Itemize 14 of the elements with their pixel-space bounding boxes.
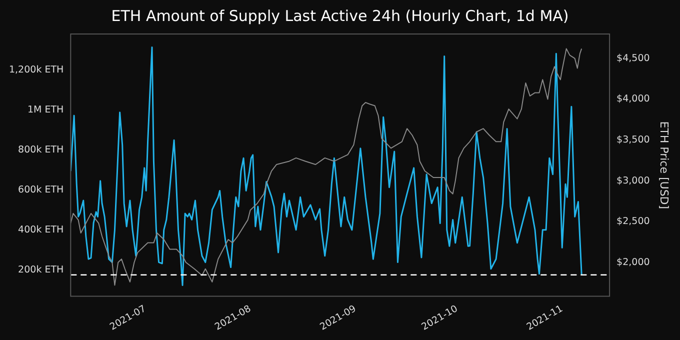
chart-title: ETH Amount of Supply Last Active 24h (Hourly Chart, 1d MA)	[111, 6, 569, 25]
y2-tick-label: $4,000	[616, 94, 650, 105]
y-tick-label: 200k ETH	[18, 264, 64, 276]
y-tick-label: 400k ETH	[18, 224, 64, 236]
y2-tick-label: $2,500	[616, 216, 650, 228]
y2-tick-label: $3,500	[616, 134, 650, 146]
y-tick-label: 600k ETH	[18, 184, 64, 196]
y2-tick-label: $4,500	[616, 52, 650, 64]
y2-axis-title: ETH Price [USD]	[658, 121, 671, 210]
y-tick-label: 800k ETH	[18, 144, 64, 156]
y-tick-label: 1,200k ETH	[8, 64, 64, 76]
y2-tick-label: $2,000	[616, 256, 650, 268]
y-tick-label: 1M ETH	[27, 104, 64, 116]
y2-tick-label: $3,000	[616, 175, 650, 186]
